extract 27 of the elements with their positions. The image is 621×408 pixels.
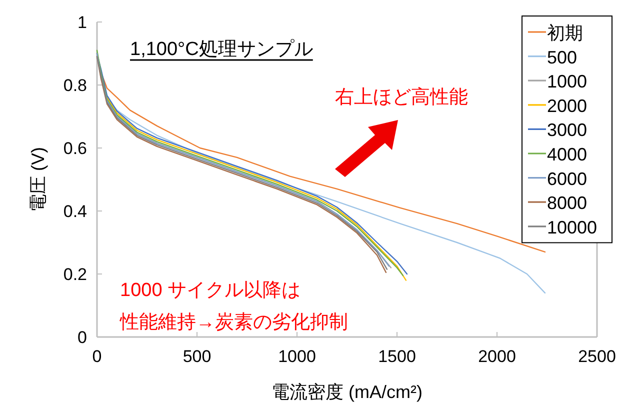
legend-label: 10000 — [547, 217, 598, 238]
y-tick-label: 0.4 — [63, 202, 87, 221]
legend-label: 2000 — [547, 96, 588, 116]
legend-label: 8000 — [547, 193, 588, 214]
x-tick-label: 0 — [92, 347, 102, 366]
x-tick-label: 2500 — [578, 347, 616, 366]
x-tick-label: 500 — [182, 347, 212, 366]
y-axis-title: 電圧 (V) — [28, 147, 48, 212]
annotation: 右上ほど高性能 — [335, 86, 468, 108]
y-tick-label: 0.6 — [63, 139, 87, 158]
annotation: 性能維持→炭素の劣化抑制 — [119, 312, 348, 333]
legend-label: 1000 — [547, 72, 588, 92]
annotation: 1000 サイクル以降は — [120, 280, 301, 301]
x-tick-label: 2000 — [478, 347, 516, 366]
x-tick-label: 1000 — [278, 347, 316, 366]
legend-label: 6000 — [547, 168, 588, 189]
y-tick-label: 1 — [78, 13, 87, 32]
legend-label: 4000 — [547, 144, 588, 164]
y-tick-label: 0.2 — [63, 265, 87, 284]
annotation: 1,100°C処理サンプル — [130, 39, 313, 60]
legend-label: 初期 — [547, 23, 583, 43]
y-tick-label: 0 — [78, 328, 87, 347]
legend-label: 500 — [547, 47, 578, 68]
legend-label: 3000 — [547, 120, 588, 140]
y-tick-label: 0.8 — [63, 76, 87, 95]
x-axis-title: 電流密度 (mA/cm²) — [272, 382, 422, 402]
x-tick-label: 1500 — [378, 347, 416, 366]
